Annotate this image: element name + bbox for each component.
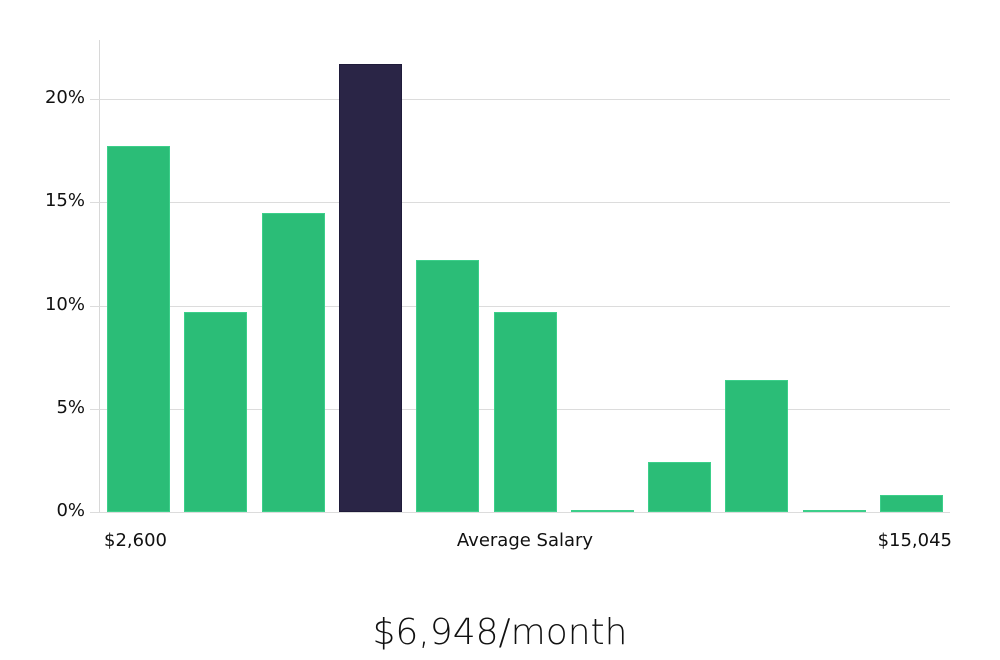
y-tick-label: 20% (44, 87, 85, 108)
gridline (90, 306, 950, 307)
y-tick-label: 0% (56, 500, 85, 521)
bar (416, 260, 479, 512)
y-tick-label: 15% (44, 190, 85, 211)
bar (571, 510, 634, 512)
y-axis-line (99, 40, 100, 513)
bar (107, 146, 170, 512)
gridline (90, 512, 950, 513)
bar (725, 380, 788, 512)
bar (184, 312, 247, 512)
bar-highlight (339, 64, 402, 512)
gridline (90, 202, 950, 203)
bar (880, 495, 943, 512)
y-tick-label: 5% (56, 397, 85, 418)
average-salary-headline: $6,948/month (372, 612, 628, 653)
bar (803, 510, 866, 512)
bar (494, 312, 557, 512)
x-min-label: $2,600 (104, 530, 167, 551)
x-axis-title: Average Salary (456, 530, 594, 551)
x-max-label: $15,045 (877, 530, 952, 551)
gridline (90, 99, 950, 100)
y-tick-label: 10% (44, 294, 85, 315)
bar (648, 462, 711, 512)
bar (262, 213, 325, 512)
